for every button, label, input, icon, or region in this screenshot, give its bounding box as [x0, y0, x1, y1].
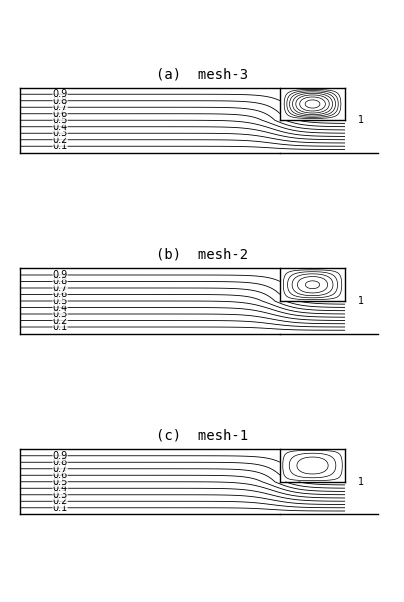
- Text: 0.8: 0.8: [53, 96, 68, 106]
- Title: (c)  mesh-1: (c) mesh-1: [156, 429, 248, 442]
- Text: 0.8: 0.8: [53, 458, 68, 467]
- Text: 0.8: 0.8: [53, 276, 68, 287]
- Text: 0.3: 0.3: [53, 309, 68, 319]
- Text: 0.9: 0.9: [53, 270, 68, 280]
- Text: 0.5: 0.5: [53, 115, 68, 125]
- Text: 0.5: 0.5: [53, 296, 68, 306]
- Text: 0.4: 0.4: [53, 122, 68, 132]
- Text: 0.5: 0.5: [53, 477, 68, 487]
- Title: (a)  mesh-3: (a) mesh-3: [156, 67, 248, 81]
- Text: 0.2: 0.2: [53, 135, 68, 144]
- Text: 0.2: 0.2: [53, 315, 68, 326]
- Text: 0.7: 0.7: [53, 283, 68, 293]
- Text: 0.1: 0.1: [53, 141, 68, 151]
- Text: 0.6: 0.6: [53, 290, 68, 300]
- Text: 0.3: 0.3: [53, 490, 68, 500]
- Text: 0.9: 0.9: [53, 89, 68, 99]
- Text: 0.7: 0.7: [53, 464, 68, 474]
- Text: 0.6: 0.6: [53, 109, 68, 119]
- Text: 0.2: 0.2: [53, 496, 68, 506]
- Text: 1: 1: [358, 115, 364, 125]
- Text: 0.7: 0.7: [53, 102, 68, 112]
- Text: 0.1: 0.1: [53, 322, 68, 332]
- Text: 0.4: 0.4: [53, 302, 68, 312]
- Text: 0.3: 0.3: [53, 128, 68, 138]
- Text: 0.6: 0.6: [53, 470, 68, 480]
- Text: 1: 1: [358, 296, 364, 306]
- Text: 0.1: 0.1: [53, 503, 68, 513]
- Text: 0.4: 0.4: [53, 483, 68, 493]
- Text: 1: 1: [358, 477, 364, 487]
- Text: 0.9: 0.9: [53, 451, 68, 461]
- Title: (b)  mesh-2: (b) mesh-2: [156, 248, 248, 262]
